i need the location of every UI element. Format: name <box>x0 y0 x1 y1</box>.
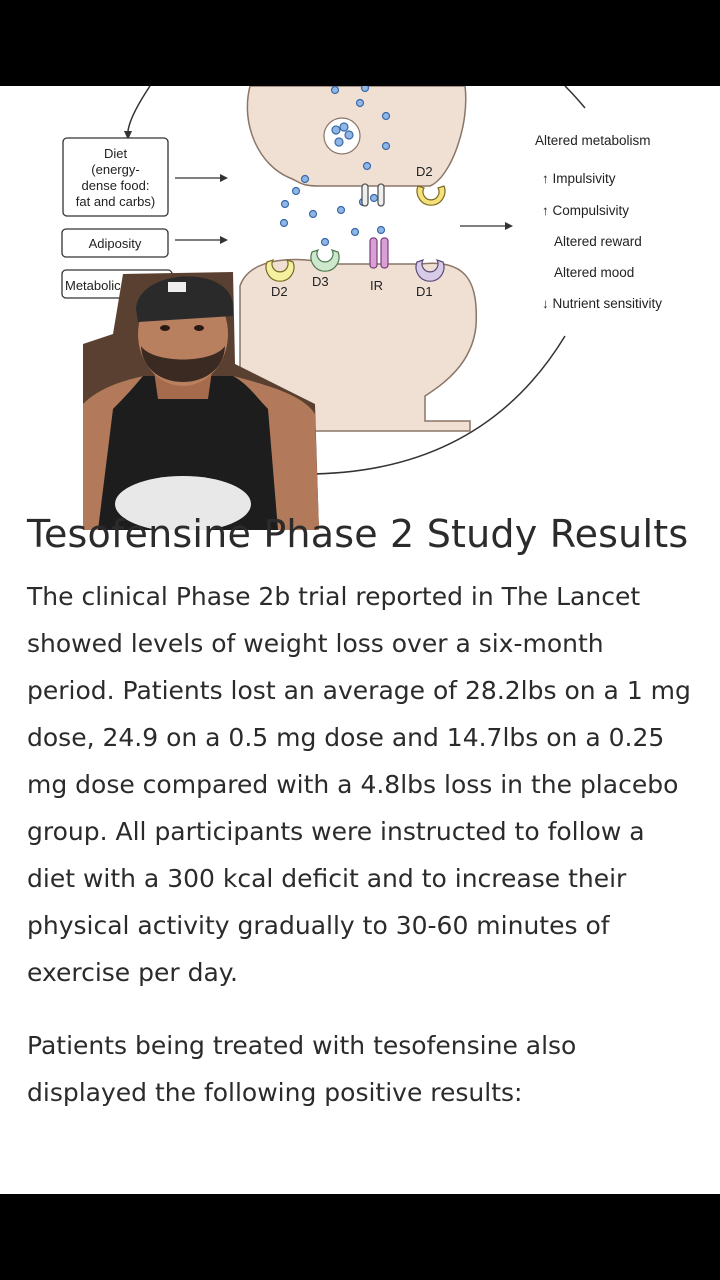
dopamine-molecules <box>279 86 391 247</box>
adiposity-box <box>61 228 169 258</box>
effect-label: Altered metabolism <box>535 133 651 148</box>
receptor-label: D1 <box>416 284 433 299</box>
article-body: Tesofensine Phase 2 Study Results The cl… <box>27 511 697 1116</box>
right-eye <box>194 325 204 331</box>
cycle-arc-bottom <box>299 335 566 475</box>
effect-label: ↓ Nutrient sensitivity <box>542 296 662 311</box>
paragraph: Patients being treated with tesofensine … <box>27 1031 577 1107</box>
diet-label: (energy- <box>91 162 139 177</box>
cycle-arc <box>127 86 151 132</box>
effect-label: Altered mood <box>554 265 634 280</box>
diet-box <box>62 137 169 217</box>
synapse-diagram: D2 D2 D3 IR D1 Diet (energy- dense food:… <box>61 86 662 475</box>
cap-logo <box>168 282 186 292</box>
input-arrows <box>175 177 505 241</box>
receptor-d2-post <box>265 258 295 282</box>
receptor-label: D3 <box>312 274 329 289</box>
cap <box>136 276 233 322</box>
dopamine-transporter <box>361 183 385 207</box>
arc-arrowhead <box>124 131 132 140</box>
left-eye <box>160 325 170 331</box>
diet-label: Diet <box>104 146 128 161</box>
receptor-label: IR <box>370 278 383 293</box>
article-title: Tesofensine Phase 2 Study Results <box>27 512 689 556</box>
receptor-d3 <box>310 248 340 272</box>
postsynaptic-terminal <box>239 258 478 432</box>
receptor-d2-pre <box>416 185 446 206</box>
receptor-label: D2 <box>271 284 288 299</box>
diet-label: fat and carbs) <box>76 194 156 209</box>
paragraph: The clinical Phase 2b trial reported in … <box>27 582 691 987</box>
effect-label: ↑ Impulsivity <box>542 171 616 186</box>
article-page[interactable]: D2 D2 D3 IR D1 Diet (energy- dense food:… <box>0 86 720 1194</box>
diet-label: dense food: <box>82 178 150 193</box>
receptor-ir <box>369 237 389 269</box>
person-cutout-avatar <box>83 272 319 530</box>
shirt-graphic <box>115 476 251 530</box>
adiposity-label: Adiposity <box>89 236 142 251</box>
receptor-label: D2 <box>416 164 433 179</box>
effect-label: ↑ Compulsivity <box>542 203 629 218</box>
receptor-d1 <box>415 258 445 282</box>
cycle-arc-right <box>564 86 586 109</box>
effect-label: Altered reward <box>554 234 642 249</box>
beard <box>141 346 225 382</box>
